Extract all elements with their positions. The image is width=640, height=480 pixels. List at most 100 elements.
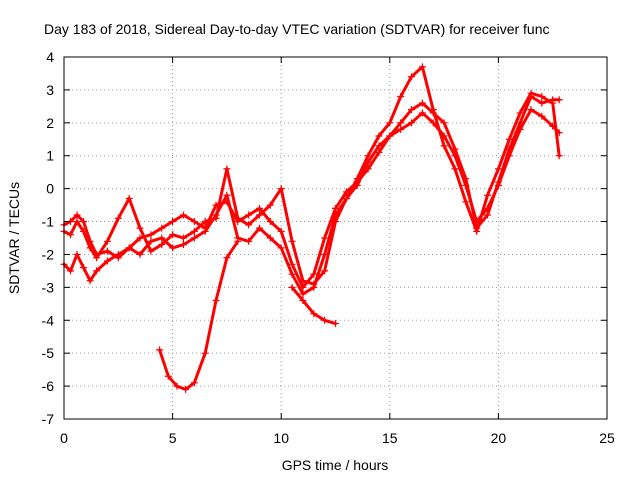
data-point: [353, 175, 361, 183]
data-point: [223, 254, 231, 262]
data-point: [103, 237, 111, 245]
data-point: [375, 148, 383, 156]
data-point: [277, 227, 285, 235]
y-tick-label: 4: [46, 49, 54, 65]
data-point: [418, 109, 426, 117]
x-tick-label: 0: [60, 430, 68, 446]
data-point: [245, 237, 253, 245]
data-point: [73, 250, 81, 258]
series-track-d: [156, 237, 242, 393]
y-tick-label: 1: [46, 148, 54, 164]
y-tick-label: -4: [42, 312, 55, 328]
data-point: [538, 112, 546, 120]
data-point: [158, 234, 166, 242]
data-point: [103, 257, 111, 265]
data-point: [86, 244, 94, 252]
data-point: [332, 218, 339, 226]
data-point: [375, 142, 383, 150]
data-point: [201, 227, 209, 235]
data-layer: [60, 63, 563, 393]
x-axis-label: GPS time / hours: [282, 457, 389, 473]
y-tick-label: -2: [42, 246, 55, 262]
data-point: [418, 63, 426, 71]
data-point: [182, 385, 190, 393]
y-tick-label: -6: [42, 378, 55, 394]
data-point: [179, 211, 187, 219]
data-point: [156, 346, 164, 354]
y-tick-label: 3: [46, 82, 54, 98]
data-point: [201, 218, 209, 226]
data-point: [310, 270, 318, 278]
data-point: [440, 142, 448, 150]
data-point: [255, 224, 263, 232]
data-point: [179, 241, 187, 249]
data-point: [310, 280, 318, 288]
y-tick-label: -1: [42, 214, 55, 230]
data-point: [67, 231, 75, 239]
data-point: [321, 234, 329, 242]
data-point: [80, 227, 88, 235]
data-point: [234, 214, 242, 222]
data-point: [114, 250, 122, 258]
data-point: [67, 267, 75, 275]
data-point: [462, 175, 470, 183]
x-tick-label: 25: [599, 430, 615, 446]
data-point: [538, 92, 546, 100]
data-point: [136, 224, 144, 232]
series-line: [62, 108, 561, 289]
data-point: [173, 382, 181, 390]
data-point: [125, 244, 133, 252]
data-point: [288, 283, 296, 291]
x-tick-label: 5: [169, 430, 177, 446]
data-point: [255, 211, 263, 219]
data-point: [169, 218, 177, 226]
data-point: [310, 310, 318, 318]
data-point: [93, 254, 101, 262]
data-point: [86, 277, 94, 285]
data-point: [386, 119, 394, 127]
data-point: [190, 234, 198, 242]
data-point: [169, 231, 177, 239]
data-point: [527, 106, 535, 114]
data-point: [408, 119, 416, 127]
data-point: [288, 270, 296, 278]
data-point: [555, 152, 563, 160]
data-point: [164, 372, 172, 380]
data-point: [266, 234, 274, 242]
data-point: [332, 204, 339, 212]
data-point: [418, 99, 426, 107]
data-point: [80, 264, 88, 272]
data-point: [462, 198, 470, 206]
data-point: [147, 237, 155, 245]
data-point: [494, 178, 502, 186]
data-point: [321, 316, 329, 324]
data-point: [266, 201, 274, 209]
x-tick-label: 15: [382, 430, 398, 446]
data-point: [451, 145, 459, 153]
data-point: [190, 379, 198, 387]
data-point: [147, 231, 155, 239]
data-point: [266, 218, 274, 226]
data-point: [73, 218, 81, 226]
data-point: [201, 349, 209, 357]
data-point: [408, 73, 416, 81]
data-point: [429, 106, 437, 114]
data-point: [505, 135, 513, 143]
data-point: [245, 221, 253, 229]
data-point: [299, 277, 307, 285]
data-point: [255, 204, 263, 212]
y-tick-label: -5: [42, 345, 55, 361]
data-point: [190, 227, 198, 235]
data-point: [516, 119, 524, 127]
data-point: [114, 214, 122, 222]
data-point: [179, 234, 187, 242]
data-point: [136, 234, 144, 242]
data-point: [158, 241, 166, 249]
plot-frame: [63, 56, 608, 420]
data-point: [516, 109, 524, 117]
data-point: [549, 99, 557, 107]
data-point: [234, 237, 242, 245]
data-point: [245, 211, 253, 219]
data-point: [484, 191, 492, 199]
series-track-c: [60, 63, 563, 288]
